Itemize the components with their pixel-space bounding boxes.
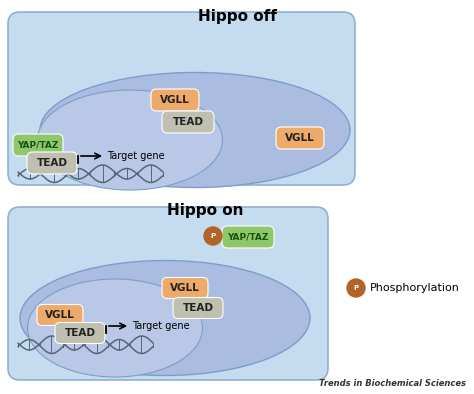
Text: P: P <box>210 233 216 239</box>
FancyBboxPatch shape <box>276 127 324 149</box>
Text: YAP/TAZ: YAP/TAZ <box>228 232 269 242</box>
Ellipse shape <box>37 90 222 190</box>
FancyBboxPatch shape <box>162 277 208 299</box>
Text: TEAD: TEAD <box>36 158 67 168</box>
Circle shape <box>347 279 365 297</box>
Text: P: P <box>354 285 358 291</box>
Ellipse shape <box>40 72 350 188</box>
Text: VGLL: VGLL <box>45 310 75 320</box>
Text: Hippo off: Hippo off <box>198 9 276 24</box>
Text: VGLL: VGLL <box>160 95 190 105</box>
Text: Hippo on: Hippo on <box>167 203 243 218</box>
Text: Trends in Biochemical Sciences: Trends in Biochemical Sciences <box>319 379 466 388</box>
Text: Target gene: Target gene <box>107 151 164 161</box>
FancyBboxPatch shape <box>55 323 105 344</box>
Text: TEAD: TEAD <box>182 303 213 313</box>
FancyBboxPatch shape <box>37 305 83 325</box>
Text: YAP/TAZ: YAP/TAZ <box>18 141 59 149</box>
Ellipse shape <box>27 279 202 377</box>
FancyBboxPatch shape <box>173 297 223 318</box>
FancyBboxPatch shape <box>222 226 274 248</box>
Text: Phosphorylation: Phosphorylation <box>370 283 460 293</box>
FancyBboxPatch shape <box>8 207 328 380</box>
FancyBboxPatch shape <box>162 111 214 133</box>
FancyBboxPatch shape <box>151 89 199 111</box>
Circle shape <box>204 227 222 245</box>
Ellipse shape <box>20 260 310 375</box>
Text: VGLL: VGLL <box>285 133 315 143</box>
FancyBboxPatch shape <box>8 12 355 185</box>
FancyBboxPatch shape <box>27 152 77 174</box>
Text: Target gene: Target gene <box>132 321 190 331</box>
Text: TEAD: TEAD <box>173 117 203 127</box>
Text: VGLL: VGLL <box>170 283 200 293</box>
FancyBboxPatch shape <box>13 134 63 156</box>
Text: TEAD: TEAD <box>64 328 95 338</box>
